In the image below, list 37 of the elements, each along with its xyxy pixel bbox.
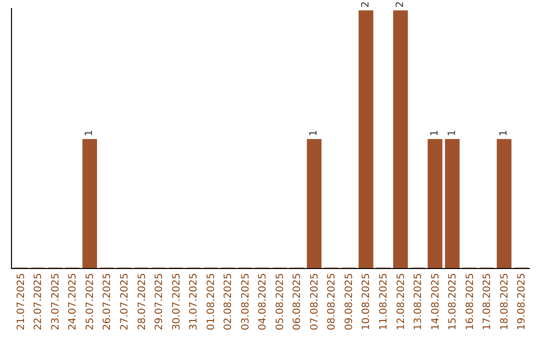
x-tick-label: 30.07.2025 (171, 273, 182, 330)
x-tick-label: 16.08.2025 (464, 273, 476, 330)
x-tick-label: 25.07.2025 (84, 273, 96, 330)
x-tick-label: 24.07.2025 (68, 273, 79, 330)
x-tick-label: 17.08.2025 (482, 273, 494, 330)
x-tick-label: 10.08.2025 (361, 273, 372, 330)
x-tick-label: 07.08.2025 (309, 273, 320, 330)
data-label: 2 (395, 1, 406, 8)
x-tick-label: 08.08.2025 (326, 273, 338, 330)
x-tick-label: 29.07.2025 (154, 273, 166, 330)
x-tick-label: 02.08.2025 (223, 273, 234, 330)
x-tick-label: 14.08.2025 (430, 273, 442, 330)
x-tick-label: 04.08.2025 (258, 273, 269, 330)
x-tick-label: 09.08.2025 (344, 273, 355, 330)
x-tick-label: 31.07.2025 (188, 273, 200, 330)
x-tick-label: 05.08.2025 (274, 273, 286, 330)
data-label: 1 (84, 130, 96, 136)
x-tick-label: 26.07.2025 (102, 273, 114, 330)
data-label: 1 (308, 130, 320, 136)
x-tick-label: 19.08.2025 (516, 273, 528, 330)
data-label: 1 (498, 130, 510, 136)
x-tick-label: 06.08.2025 (292, 273, 304, 330)
x-tick-label: 12.08.2025 (396, 273, 407, 330)
data-label: 2 (360, 1, 372, 8)
x-tick-label: 22.07.2025 (33, 273, 44, 330)
x-tick-label: 27.07.2025 (119, 273, 130, 330)
x-tick-label: 18.08.2025 (499, 273, 510, 330)
x-tick-label: 23.07.2025 (50, 273, 62, 330)
x-tick-label: 11.08.2025 (378, 273, 390, 330)
data-label: 1 (446, 130, 458, 136)
x-tick-label: 21.07.2025 (16, 273, 27, 330)
x-tick-label: 13.08.2025 (413, 273, 424, 330)
x-tick-label: 28.07.2025 (136, 273, 148, 330)
x-tick-label: 15.08.2025 (448, 273, 459, 330)
data-label: 1 (430, 130, 441, 136)
x-tick-label: 01.08.2025 (206, 273, 217, 330)
x-tick-label: 03.08.2025 (240, 273, 252, 330)
